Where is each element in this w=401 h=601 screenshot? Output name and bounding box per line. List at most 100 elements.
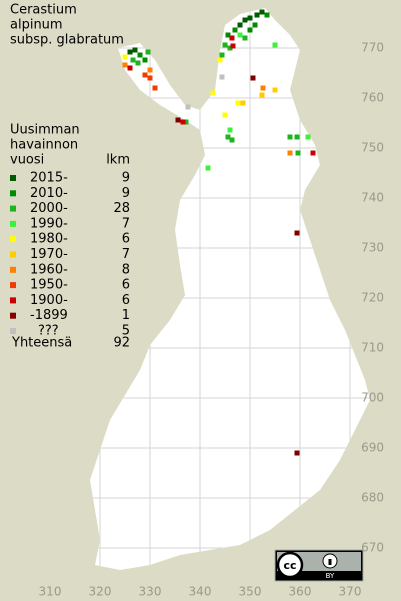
y-tick-label: 690	[361, 441, 384, 455]
y-tick-label: 670	[361, 541, 384, 555]
legend-label: 2010-	[30, 186, 68, 201]
legend-swatch	[10, 190, 16, 197]
observation	[242, 35, 248, 41]
cc-icon	[276, 551, 304, 579]
observation	[219, 74, 225, 80]
observation	[145, 49, 151, 55]
observations	[122, 9, 316, 456]
observation	[260, 85, 266, 91]
observation	[130, 57, 136, 63]
observation	[222, 112, 228, 118]
x-tick-label: 330	[139, 585, 162, 599]
legend-header: vuosi	[10, 153, 44, 168]
legend-count: 7	[122, 247, 130, 262]
land	[90, 8, 370, 570]
title: alpinum	[10, 18, 63, 33]
observation	[250, 75, 256, 81]
observation	[185, 104, 191, 110]
observation	[180, 119, 186, 125]
by-person	[328, 559, 332, 565]
observation	[210, 90, 216, 96]
observation	[152, 85, 158, 91]
observation	[127, 49, 133, 55]
observation	[232, 27, 238, 33]
observation	[229, 137, 235, 143]
legend-label: 1950-	[30, 278, 68, 293]
observation	[259, 9, 265, 15]
observation	[175, 117, 181, 123]
observation	[142, 72, 148, 78]
y-tick-label: 760	[361, 91, 384, 105]
legend-count: 6	[122, 293, 130, 308]
y-tick-label: 720	[361, 291, 384, 305]
observation	[294, 450, 300, 456]
legend-swatch	[10, 220, 16, 227]
by-label: BY	[326, 572, 335, 580]
legend-count: 9	[122, 186, 130, 201]
title: Cerastium	[10, 3, 77, 18]
legend-label: ???	[38, 324, 59, 339]
observation	[205, 165, 211, 171]
y-tick-label: 740	[361, 191, 384, 205]
observation	[240, 100, 246, 106]
observation	[247, 27, 253, 33]
legend-label: 1960-	[30, 262, 68, 277]
observation	[294, 134, 300, 140]
legend-count: 7	[122, 216, 130, 231]
observation	[272, 42, 278, 48]
license-badge: cc BY	[274, 549, 364, 582]
observation	[259, 92, 265, 98]
legend: Cerastium alpinum subsp. glabratum Uusim…	[10, 3, 130, 351]
legend-label: -1899	[30, 308, 68, 323]
legend-swatch	[10, 312, 16, 319]
observation	[122, 62, 128, 68]
legend-swatch	[10, 282, 16, 289]
legend-swatch	[10, 236, 16, 243]
observation	[235, 100, 241, 106]
observation	[217, 57, 223, 63]
observation	[147, 67, 153, 73]
total: 92	[113, 336, 130, 351]
x-tick-label: 370	[339, 585, 362, 599]
x-tick-label: 310	[39, 585, 62, 599]
observation	[252, 22, 258, 28]
legend-swatch	[10, 251, 16, 258]
y-tick-label: 770	[361, 41, 384, 55]
observation	[305, 134, 311, 140]
legend-label: 2015-	[30, 171, 68, 186]
observation	[295, 150, 301, 156]
observation	[287, 150, 293, 156]
legend-count: 5	[122, 324, 130, 339]
legend-count: 1	[122, 308, 130, 323]
x-tick-label: 340	[189, 585, 212, 599]
observation	[219, 52, 225, 58]
cc-logo: cc	[283, 559, 296, 572]
observation	[132, 47, 138, 53]
x-tick-label: 320	[89, 585, 112, 599]
legend-count: 6	[122, 232, 130, 247]
legend-swatch	[10, 175, 16, 181]
observation	[225, 32, 231, 38]
observation	[142, 57, 148, 63]
legend-header: lkm	[106, 153, 130, 168]
legend-count: 8	[122, 262, 130, 277]
y-tick-label: 700	[361, 391, 384, 405]
legend-header: Uusimman	[10, 123, 80, 138]
title: subsp. glabratum	[10, 33, 124, 48]
legend-label: 1970-	[30, 247, 68, 262]
legend-label: 1990-	[30, 216, 68, 231]
observation	[122, 54, 128, 60]
y-tick-label: 710	[361, 341, 384, 355]
observation	[127, 65, 133, 71]
observation	[222, 42, 228, 48]
observation	[264, 12, 270, 18]
x-tick-label: 350	[239, 585, 262, 599]
y-tick-label: 750	[361, 141, 384, 155]
legend-swatch	[10, 297, 16, 304]
observation	[147, 75, 153, 81]
legend-swatch	[10, 205, 16, 212]
legend-count: 28	[113, 201, 130, 216]
y-tick-label: 680	[361, 491, 384, 505]
